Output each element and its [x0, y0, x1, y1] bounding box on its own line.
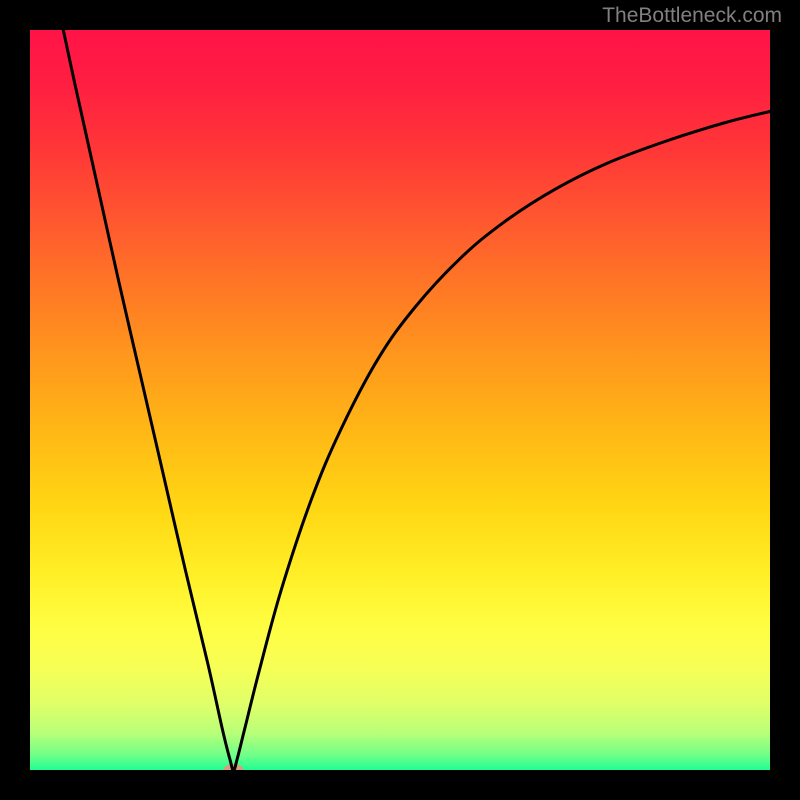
chart-frame: TheBottleneck.com — [0, 0, 800, 800]
plot-background — [30, 30, 770, 770]
bottleneck-curve-chart — [0, 0, 800, 800]
